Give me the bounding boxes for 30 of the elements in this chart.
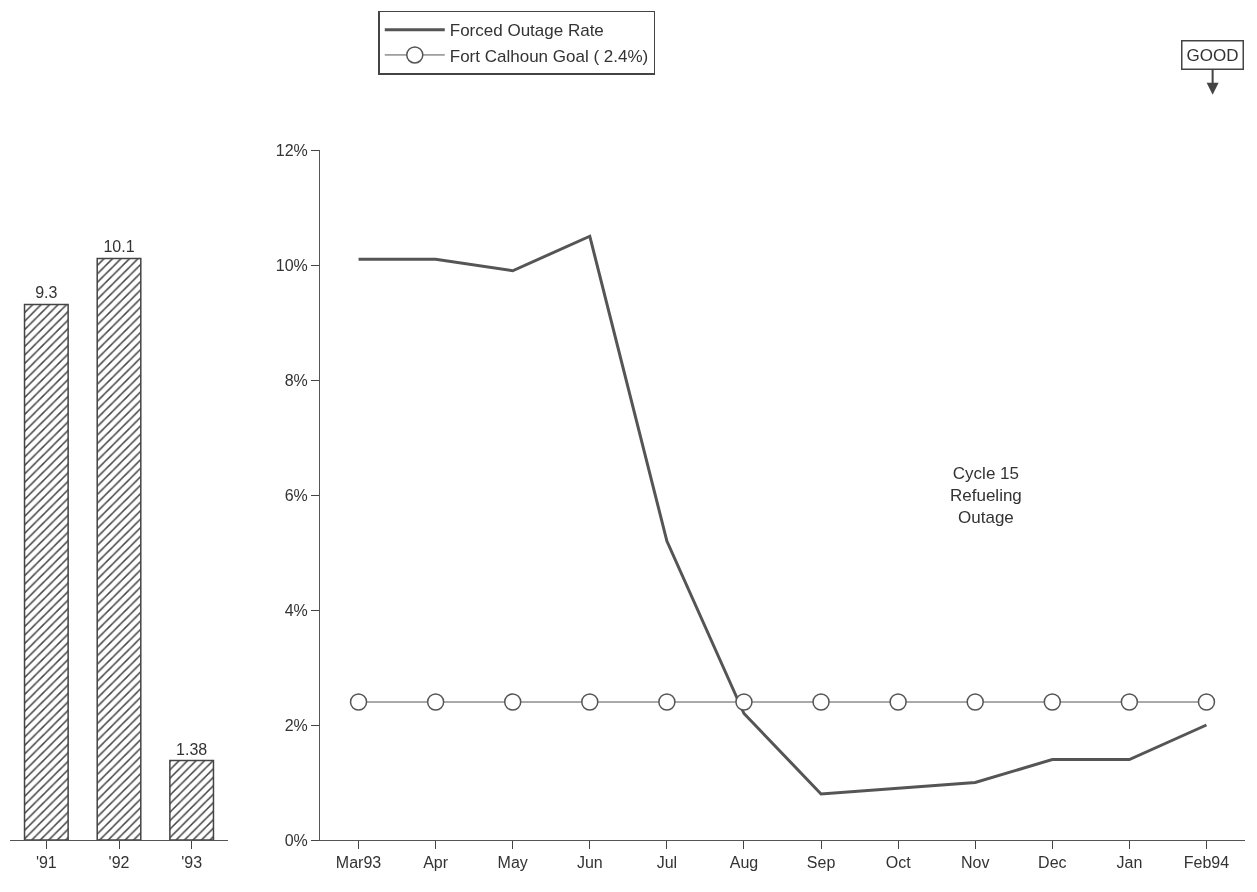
x-tick-label: Oct bbox=[885, 854, 912, 872]
legend-label: Forced Outage Rate bbox=[449, 21, 604, 41]
x-tick-label: Jun bbox=[576, 854, 603, 872]
x-tick-label: '91 bbox=[35, 854, 57, 872]
y-tick-label: 4% bbox=[284, 601, 308, 619]
x-tick-label: Nov bbox=[960, 854, 990, 872]
x-tick-label: Sep bbox=[806, 854, 836, 872]
data-label: 9.3 bbox=[35, 284, 58, 302]
line-series bbox=[357, 234, 1208, 796]
text: GOOD bbox=[1186, 45, 1239, 65]
y-tick-label: 8% bbox=[284, 371, 308, 389]
x-tick-label: '93 bbox=[181, 854, 203, 872]
x-tick-label: Mar93 bbox=[335, 854, 382, 872]
x-tick-label: '92 bbox=[108, 854, 130, 872]
x-tick-label: Jul bbox=[656, 854, 678, 872]
y-tick-label: 2% bbox=[284, 716, 308, 734]
legend-label: Fort Calhoun Goal ( 2.4%) bbox=[449, 46, 649, 66]
x-tick-label: May bbox=[497, 854, 528, 872]
x-tick-label: Apr bbox=[423, 854, 449, 872]
x-tick-label: Jan bbox=[1116, 854, 1143, 872]
y-tick-label: 12% bbox=[275, 141, 308, 159]
y-tick-label: 0% bbox=[284, 831, 308, 849]
x-tick-label: Dec bbox=[1038, 854, 1067, 872]
data-label: 1.38 bbox=[176, 740, 208, 758]
data-label: 10.1 bbox=[103, 238, 135, 256]
y-tick-label: 6% bbox=[284, 486, 308, 504]
y-tick-label: 10% bbox=[275, 256, 308, 274]
x-tick-label: Aug bbox=[729, 854, 759, 872]
x-tick-label: Feb94 bbox=[1183, 854, 1230, 872]
annotation: Cycle 15 Refueling Outage bbox=[950, 464, 1022, 528]
